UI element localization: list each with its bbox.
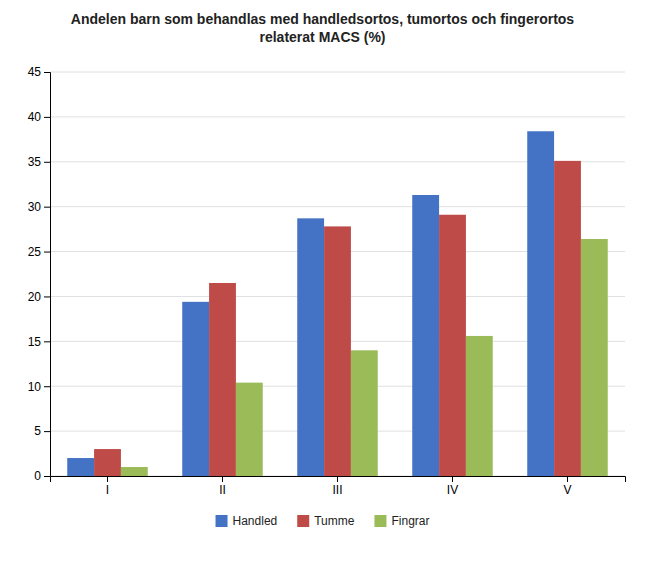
x-tick-label: II bbox=[219, 483, 226, 497]
y-tick: 30 bbox=[28, 200, 50, 214]
bar-series bbox=[67, 131, 554, 476]
x-tick-mark bbox=[222, 476, 223, 482]
bar bbox=[466, 336, 493, 476]
legend-label: Fingrar bbox=[391, 514, 429, 528]
x-tick-label: IV bbox=[447, 483, 458, 497]
chart-title: Andelen barn som behandlas med handledso… bbox=[71, 11, 574, 45]
y-tick-label: 5 bbox=[34, 424, 41, 438]
y-tick-mark bbox=[44, 296, 50, 297]
bar bbox=[236, 383, 263, 476]
y-tick-label: 0 bbox=[34, 469, 41, 483]
bar bbox=[412, 195, 439, 476]
y-tick-label: 15 bbox=[28, 335, 42, 349]
x-axis: IIIIIIIVV bbox=[51, 476, 626, 497]
x-tick-mark bbox=[337, 476, 338, 482]
x-tick: IV bbox=[447, 476, 458, 497]
y-tick-label: 30 bbox=[28, 200, 42, 214]
y-tick-mark bbox=[44, 207, 50, 208]
bar bbox=[439, 215, 466, 476]
grid-line bbox=[50, 116, 625, 117]
bar bbox=[351, 350, 378, 476]
title-line: Andelen barn som behandlas med handledso… bbox=[71, 11, 574, 27]
y-tick: 5 bbox=[34, 424, 50, 438]
x-tick: III bbox=[332, 476, 342, 497]
bar bbox=[182, 302, 209, 476]
y-tick: 35 bbox=[28, 155, 50, 169]
x-tick: V bbox=[563, 476, 571, 497]
legend-item: Tumme bbox=[297, 514, 355, 528]
y-tick-mark bbox=[44, 162, 50, 163]
x-tick-mark bbox=[567, 476, 568, 482]
bar bbox=[94, 449, 121, 476]
bar bbox=[67, 458, 94, 476]
y-tick: 10 bbox=[28, 380, 50, 394]
y-axis: 0 5 10 15 20 25 30 35 40 45 bbox=[28, 65, 51, 483]
legend-label: Tumme bbox=[314, 514, 355, 528]
legend-label: Handled bbox=[233, 514, 278, 528]
bar bbox=[324, 226, 351, 476]
bars bbox=[67, 131, 608, 476]
y-tick-label: 25 bbox=[28, 245, 42, 259]
legend: Handled Tumme Fingrar bbox=[216, 514, 430, 528]
y-tick: 0 bbox=[34, 469, 50, 483]
y-tick-mark bbox=[44, 431, 50, 432]
y-tick-label: 45 bbox=[28, 65, 42, 79]
x-tick: II bbox=[219, 476, 226, 497]
y-tick-label: 20 bbox=[28, 290, 42, 304]
y-tick: 15 bbox=[28, 335, 50, 349]
x-tick-mark bbox=[107, 476, 108, 482]
y-tick-mark bbox=[44, 341, 50, 342]
legend-item: Fingrar bbox=[374, 514, 429, 528]
bar-series bbox=[94, 161, 581, 476]
axis-line bbox=[51, 477, 626, 483]
bar bbox=[527, 131, 554, 476]
x-tick-label: III bbox=[332, 483, 342, 497]
axis-line bbox=[44, 73, 51, 477]
x-tick-mark bbox=[452, 476, 453, 482]
bar-series bbox=[121, 239, 608, 476]
y-tick-mark bbox=[44, 252, 50, 253]
legend-swatch bbox=[374, 515, 386, 527]
y-tick-label: 40 bbox=[28, 110, 42, 124]
y-tick-mark bbox=[44, 476, 50, 477]
x-tick: I bbox=[106, 476, 109, 497]
y-tick-mark bbox=[44, 72, 50, 73]
bar bbox=[121, 467, 148, 476]
y-tick: 25 bbox=[28, 245, 50, 259]
bar bbox=[581, 239, 608, 476]
y-tick-mark bbox=[44, 117, 50, 118]
legend-swatch bbox=[216, 515, 228, 527]
legend-item: Handled bbox=[216, 514, 278, 528]
chart-svg: Andelen barn som behandlas med handledso… bbox=[0, 0, 645, 566]
grid-line bbox=[50, 72, 625, 73]
legend-swatch bbox=[297, 515, 309, 527]
y-tick-label: 10 bbox=[28, 380, 42, 394]
x-tick-label: V bbox=[563, 483, 571, 497]
y-tick: 45 bbox=[28, 65, 50, 79]
plot-area: IIIIIIIVV051015202530354045 bbox=[28, 65, 626, 496]
bar bbox=[554, 161, 581, 476]
title-line: relaterat MACS (%) bbox=[259, 29, 385, 45]
bar bbox=[297, 218, 324, 476]
bar bbox=[209, 283, 236, 476]
y-tick-label: 35 bbox=[28, 155, 42, 169]
grid bbox=[50, 72, 625, 476]
chart-container: Andelen barn som behandlas med handledso… bbox=[0, 0, 645, 566]
y-tick: 40 bbox=[28, 110, 50, 124]
y-tick-mark bbox=[44, 386, 50, 387]
y-tick: 20 bbox=[28, 290, 50, 304]
x-tick-label: I bbox=[106, 483, 109, 497]
